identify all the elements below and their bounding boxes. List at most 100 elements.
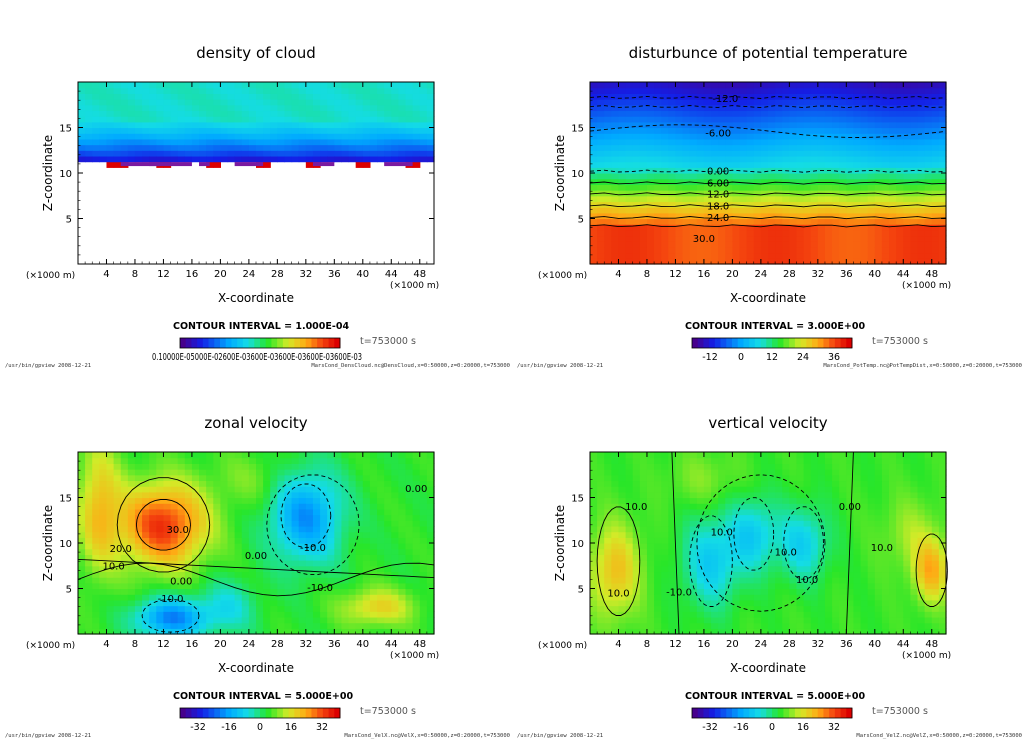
heatmap-cell [689, 224, 698, 231]
heatmap-cell [618, 503, 627, 510]
heatmap-cell [256, 616, 264, 624]
heatmap-cell [419, 486, 428, 493]
heatmap-cell [661, 116, 669, 123]
heatmap-cell [398, 486, 407, 493]
heatmap-cell [305, 486, 314, 493]
heatmap-cell [291, 503, 300, 510]
heatmap-cell [412, 99, 421, 106]
heatmap-cell [405, 599, 414, 607]
heatmap-cell [675, 594, 684, 601]
heatmap-cell [227, 155, 236, 163]
heatmap-cell [860, 241, 869, 248]
heatmap-cell [334, 594, 343, 601]
heatmap-cell [696, 258, 705, 265]
heatmap-cell [234, 520, 243, 527]
heatmap-cell [177, 520, 186, 527]
heatmap-cell [725, 246, 733, 254]
heatmap-cell [753, 87, 762, 94]
heatmap-cell [753, 212, 762, 220]
heatmap-cell [903, 138, 911, 146]
heatmap-cell [334, 537, 343, 544]
time-label: t=753000 s [360, 706, 416, 717]
heatmap-cell [632, 161, 641, 168]
heatmap-cell [298, 138, 307, 146]
heatmap-cell [312, 582, 321, 590]
heatmap-cell [625, 229, 634, 237]
heatmap-cell [78, 622, 86, 629]
heatmap-cell [106, 594, 115, 601]
heatmap-cell [618, 99, 627, 106]
heatmap-cell [199, 594, 207, 601]
heatmap-cell [348, 87, 357, 94]
heatmap-cell [78, 497, 86, 504]
heatmap-cell [78, 543, 86, 550]
heatmap-cell [860, 144, 869, 151]
heatmap-cell [199, 543, 207, 550]
heatmap-cell [832, 87, 840, 94]
heatmap-cell [369, 87, 378, 94]
heatmap-cell [703, 155, 712, 163]
heatmap-cell [768, 99, 776, 106]
heatmap-cell [234, 514, 243, 521]
heatmap-cell [206, 503, 214, 510]
y-axis-label: Z-coordinate [41, 505, 55, 581]
heatmap-cell [320, 497, 328, 504]
heatmap-cell [682, 116, 691, 123]
heatmap-cell [206, 560, 214, 567]
heatmap-cell [384, 560, 392, 567]
heatmap-cell [149, 480, 157, 487]
heatmap-cell [327, 463, 335, 470]
heatmap-cell [206, 531, 214, 538]
heatmap-cell [127, 525, 136, 533]
heatmap-cell [355, 497, 364, 504]
heatmap-cell [618, 218, 627, 225]
heatmap-cell [191, 104, 200, 112]
heatmap-cell [213, 497, 221, 504]
heatmap-cell [675, 87, 684, 94]
heatmap-cell [99, 611, 108, 618]
heatmap-cell [654, 452, 662, 459]
heatmap-cell [412, 121, 421, 129]
cloud-base-blob [199, 162, 210, 167]
heatmap-cell [590, 133, 598, 140]
heatmap-cell [632, 622, 641, 629]
heatmap-cell [320, 121, 328, 129]
heatmap-cell [931, 241, 940, 248]
heatmap-cell [646, 218, 655, 225]
heatmap-cell [106, 457, 115, 464]
heatmap-cell [241, 155, 250, 163]
heatmap-cell [725, 161, 733, 168]
heatmap-cell [78, 503, 86, 510]
heatmap-cell [85, 605, 93, 612]
heatmap-cell [739, 104, 748, 112]
heatmap-cell [846, 246, 855, 254]
heatmap-cell [632, 93, 641, 100]
heatmap-cell [874, 229, 883, 237]
heatmap-cell [384, 531, 392, 538]
heatmap-cell [177, 150, 186, 157]
heatmap-cell [711, 469, 719, 476]
heatmap-cell [284, 93, 293, 100]
heatmap-cell [611, 628, 620, 635]
heatmap-cell [99, 144, 108, 151]
heatmap-cell [625, 543, 634, 550]
heatmap-cell [846, 235, 855, 242]
heatmap-cell [92, 463, 100, 470]
heatmap-cell [639, 531, 648, 538]
heatmap-cell [632, 127, 641, 134]
colorbar-frame [179, 337, 341, 349]
heatmap-cell [703, 138, 712, 146]
heatmap-cell [675, 184, 684, 191]
heatmap-cell [120, 480, 129, 487]
heatmap-cell [270, 514, 278, 521]
heatmap-cell [426, 548, 435, 555]
heatmap-cell [398, 560, 407, 567]
heatmap-cell [405, 628, 414, 635]
heatmap-cell [348, 560, 357, 567]
heatmap-cell [305, 155, 314, 163]
heatmap-cell [241, 560, 250, 567]
heatmap-cell [248, 138, 257, 146]
heatmap-cell [846, 252, 855, 259]
heatmap-cell [832, 161, 840, 168]
heatmap-cell [646, 246, 655, 254]
